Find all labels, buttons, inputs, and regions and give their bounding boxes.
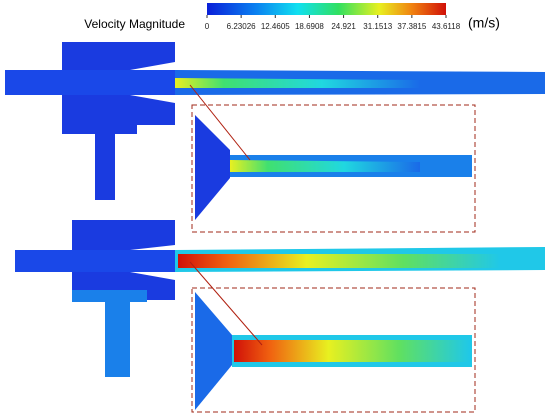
tick-label: 37.3815	[397, 22, 426, 31]
case-bottom	[15, 220, 545, 413]
tick-label: 12.4605	[261, 22, 290, 31]
case-top	[5, 42, 545, 233]
tick-label: 18.6908	[295, 22, 324, 31]
tick-label: 31.1513	[363, 22, 392, 31]
colorbar-title: Velocity Magnitude	[84, 17, 185, 31]
colorbar	[207, 3, 446, 15]
colorbar-unit: (m/s)	[468, 15, 500, 31]
tick-label: 24.921	[331, 22, 356, 31]
tick-label: 6.23026	[227, 22, 256, 31]
tick-label: 43.6118	[432, 22, 461, 31]
tick-label: 0	[205, 22, 210, 31]
